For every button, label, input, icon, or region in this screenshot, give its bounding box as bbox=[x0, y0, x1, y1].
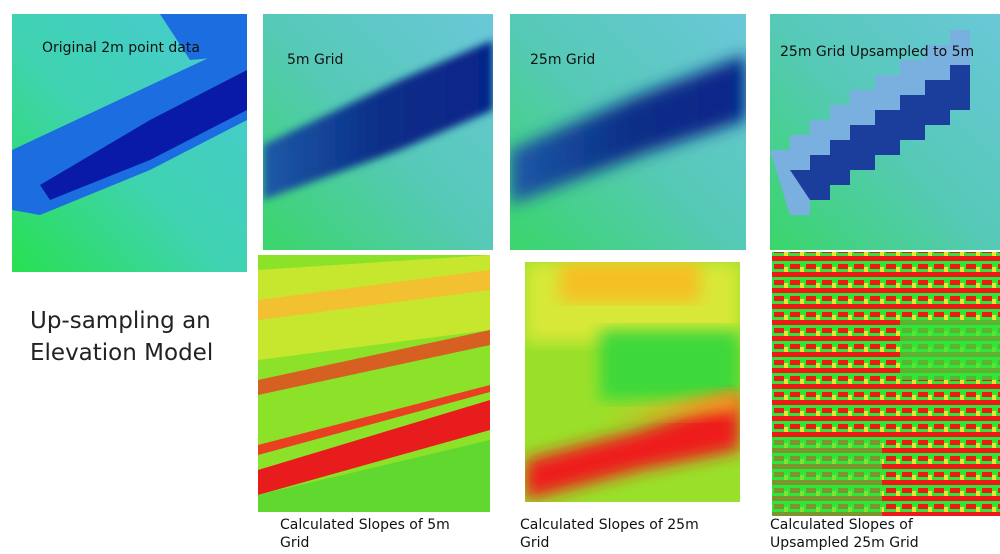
slope-image bbox=[258, 255, 490, 512]
panel-label: Original 2m point data bbox=[42, 40, 200, 56]
elevation-image bbox=[263, 14, 493, 250]
slope-image bbox=[525, 262, 740, 502]
slope-image bbox=[772, 252, 1000, 516]
caption: Calculated Slopes of 25m Grid bbox=[520, 516, 730, 552]
elevation-image bbox=[510, 14, 746, 250]
panel-label: 25m Grid Upsampled to 5m bbox=[780, 44, 974, 60]
figure bbox=[0, 0, 1000, 554]
panel-label: 25m Grid bbox=[530, 52, 595, 68]
caption: Calculated Slopes of Upsampled 25m Grid bbox=[770, 516, 940, 552]
caption: Calculated Slopes of 5m Grid bbox=[280, 516, 480, 552]
panel-label: 5m Grid bbox=[287, 52, 343, 68]
slide-title: Up-sampling an Elevation Model bbox=[30, 305, 250, 369]
slide: Original 2m point data 5m Grid 25m Grid … bbox=[0, 0, 1000, 554]
